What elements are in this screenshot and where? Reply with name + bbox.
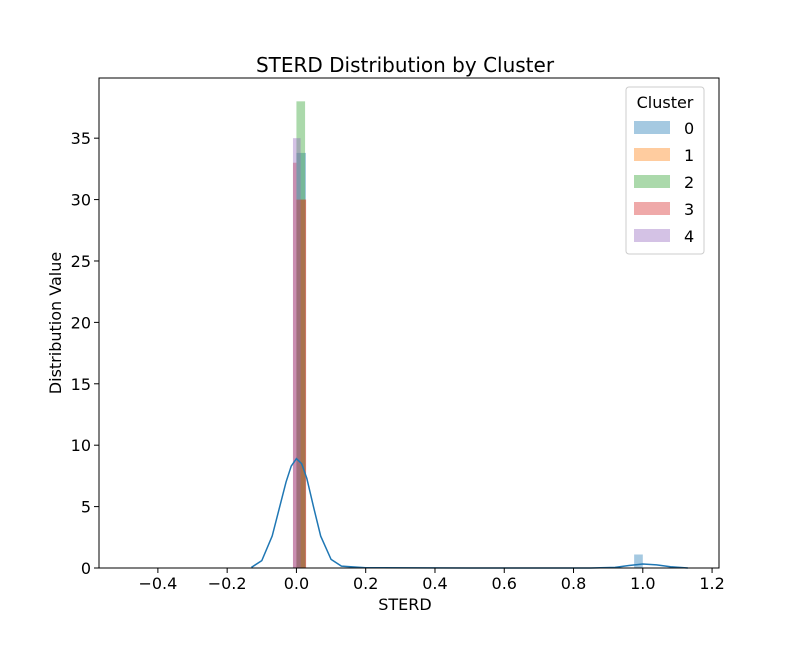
y-tick-label: 35 (71, 129, 91, 148)
x-tick-label: 0.2 (353, 574, 378, 593)
x-tick-label: 1.0 (630, 574, 655, 593)
bar-cluster-0-1 (634, 554, 643, 568)
plot-bars (292, 101, 643, 568)
legend: Cluster 0 1 2 3 4 (625, 86, 705, 255)
kde-line-cluster-0 (250, 457, 688, 569)
x-tick-label: 0.8 (561, 574, 586, 593)
x-tick-label: 0.6 (492, 574, 517, 593)
x-tick-label: 0.0 (284, 574, 309, 593)
y-axis: 0 5 10 15 20 25 30 35 (71, 129, 99, 578)
legend-swatch-3 (634, 202, 670, 215)
legend-swatch-2 (634, 175, 670, 188)
legend-label-4: 4 (684, 227, 694, 246)
y-tick-label: 20 (71, 313, 91, 332)
legend-swatch-1 (634, 148, 670, 161)
y-tick-label: 30 (71, 191, 91, 210)
x-tick-label: −0.2 (208, 574, 247, 593)
legend-label-3: 3 (684, 200, 694, 219)
bar-cluster-3-1 (296, 199, 307, 568)
bar-cluster-0-0 (296, 152, 306, 568)
bar-cluster-1-0 (296, 199, 306, 568)
y-tick-label: 15 (71, 375, 91, 394)
bar-cluster-2-0 (296, 101, 306, 568)
legend-label-0: 0 (684, 119, 694, 138)
legend-title: Cluster (637, 93, 694, 112)
x-tick-label: 0.4 (422, 574, 447, 593)
x-axis-label: STERD (378, 595, 431, 614)
legend-items: 0 1 2 3 4 (634, 119, 694, 246)
plot-frame (98, 77, 720, 569)
legend-label-2: 2 (684, 173, 694, 192)
x-tick-label: 1.2 (699, 574, 724, 593)
legend-swatch-4 (634, 229, 670, 242)
legend-label-1: 1 (684, 146, 694, 165)
legend-swatch-0 (634, 121, 670, 134)
x-axis: −0.4 −0.2 0.0 0.2 0.4 0.6 0.8 1.0 1.2 (138, 568, 725, 593)
y-tick-label: 10 (71, 436, 91, 455)
plot-kde (250, 457, 688, 569)
y-tick-label: 5 (81, 498, 91, 517)
y-axis-label: Distribution Value (46, 252, 65, 394)
legend-frame (625, 86, 705, 255)
bar-cluster-4-0 (292, 138, 301, 568)
y-tick-label: 25 (71, 252, 91, 271)
chart-title: STERD Distribution by Cluster (256, 53, 555, 77)
x-tick-label: −0.4 (138, 574, 177, 593)
bar-cluster-3-0 (292, 162, 297, 568)
y-tick-label: 0 (81, 559, 91, 578)
